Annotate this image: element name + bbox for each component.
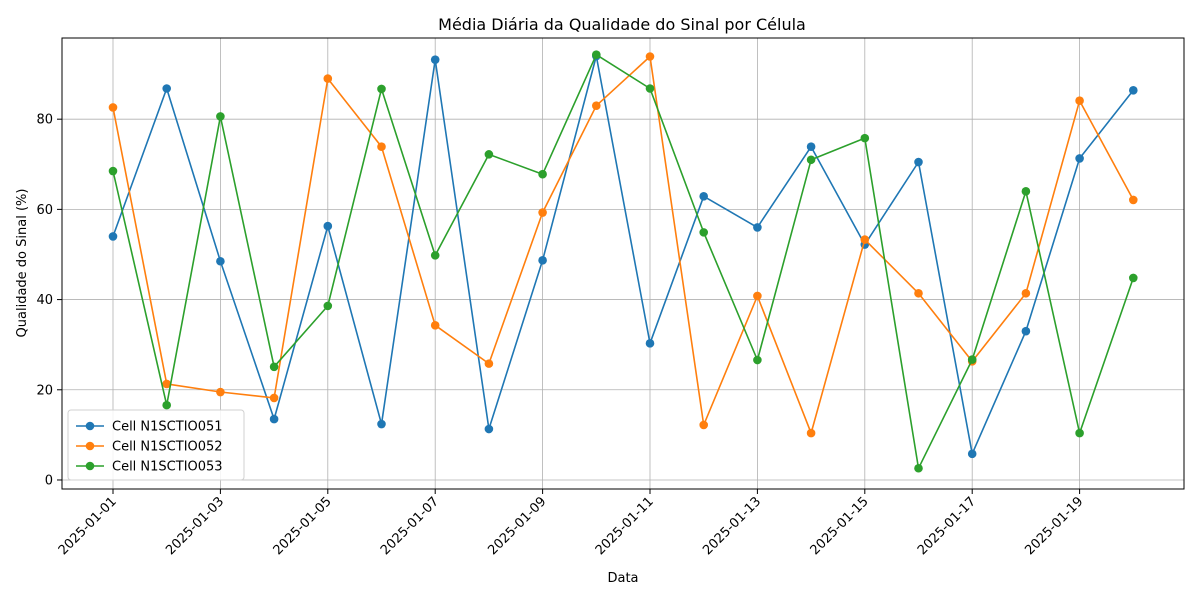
data-point [1021, 187, 1031, 196]
data-point [753, 355, 762, 365]
series-line [112, 55, 1134, 455]
legend-label: Cell N1SCTIO052 [112, 440, 223, 455]
y-axis-label: Qualidade do Sinal (%) [15, 189, 30, 338]
data-point [216, 256, 225, 266]
data-point [645, 84, 655, 93]
data-point [430, 251, 440, 260]
data-point [645, 52, 655, 61]
data-point [699, 228, 708, 237]
data-point [162, 84, 171, 93]
data-point [753, 291, 762, 301]
data-point [1075, 154, 1084, 163]
data-point [377, 84, 386, 94]
data-point [1075, 428, 1084, 438]
series-cell-n1sctio053 [108, 50, 1138, 473]
data-point [914, 463, 923, 473]
series-line [112, 53, 1135, 470]
data-point [484, 150, 494, 159]
legend: Cell N1SCTIO051 Cell N1SCTIO052 Cell N1SCT… [67, 409, 245, 481]
data-point [108, 232, 118, 241]
data-point [592, 50, 601, 59]
data-point [162, 400, 171, 410]
y-tick-label: 80 [36, 113, 53, 128]
data-point [860, 235, 870, 244]
data-point [108, 103, 118, 112]
x-axis: 2025-01-01 2025-01-03 2025-01-05 2025-01-07… [56, 489, 1086, 558]
y-tick-label: 0 [45, 473, 53, 488]
legend-marker [85, 461, 95, 471]
data-point [645, 339, 655, 348]
legend-label: Cell N1SCTIO053 [112, 460, 223, 475]
grid [62, 38, 1184, 489]
data-point [806, 155, 816, 165]
data-point [377, 419, 386, 429]
y-tick-label: 60 [36, 203, 53, 218]
data-point [430, 320, 440, 330]
data-point [753, 223, 762, 232]
x-axis-label: Data [607, 571, 638, 586]
data-point [1021, 326, 1031, 336]
x-tick-label: 2025-01-15 [808, 494, 872, 558]
data-point [592, 101, 601, 110]
data-point [860, 133, 870, 143]
data-point [216, 112, 225, 121]
data-point [108, 166, 118, 176]
series-line [112, 55, 1135, 434]
data-point [699, 420, 708, 430]
series-cell-n1sctio052 [108, 52, 1138, 438]
data-point [967, 355, 977, 364]
x-tick-label: 2025-01-19 [1022, 494, 1086, 558]
data-point [1021, 288, 1031, 298]
data-point [1129, 195, 1138, 205]
data-point [484, 359, 494, 368]
legend-item: Cell N1SCTIO052 [76, 440, 223, 455]
data-point [538, 169, 547, 179]
y-axis: 0 20 40 60 80 [36, 113, 62, 488]
data-point [806, 428, 816, 438]
legend-marker [85, 421, 95, 431]
data-point [1129, 273, 1138, 283]
x-tick-label: 2025-01-17 [915, 494, 979, 558]
data-point [216, 387, 225, 397]
data-point [484, 424, 494, 434]
data-point [323, 221, 333, 231]
data-point [914, 157, 923, 167]
x-tick-label: 2025-01-03 [163, 494, 227, 558]
x-tick-label: 2025-01-01 [56, 494, 120, 558]
series-layer [108, 50, 1138, 473]
data-point [806, 142, 816, 151]
x-tick-label: 2025-01-13 [700, 494, 764, 558]
data-point [162, 379, 171, 389]
y-tick-label: 20 [36, 383, 53, 398]
data-point [1129, 86, 1138, 95]
data-point [269, 414, 279, 424]
data-point [430, 55, 440, 64]
plot-frame [61, 37, 1185, 490]
data-point [323, 301, 333, 311]
data-point [967, 449, 977, 459]
x-tick-label: 2025-01-09 [485, 494, 549, 558]
data-point [538, 256, 547, 265]
x-tick-label: 2025-01-11 [593, 494, 657, 558]
data-point [377, 142, 386, 151]
data-point [914, 288, 923, 298]
legend-box [67, 409, 245, 481]
legend-item: Cell N1SCTIO051 [76, 420, 223, 435]
data-point [1075, 96, 1084, 105]
data-point [269, 362, 279, 372]
data-point [323, 74, 333, 83]
data-point [269, 393, 279, 403]
x-tick-label: 2025-01-07 [378, 494, 442, 558]
chart-title: Média Diária da Qualidade do Sinal por C… [438, 15, 806, 34]
data-point [699, 192, 708, 201]
legend-label: Cell N1SCTIO051 [112, 420, 223, 435]
x-tick-label: 2025-01-05 [271, 494, 335, 558]
data-point [538, 208, 547, 217]
y-tick-label: 40 [36, 293, 53, 308]
legend-marker [85, 441, 95, 451]
legend-item: Cell N1SCTIO053 [76, 460, 223, 475]
series-cell-n1sctio051 [108, 51, 1138, 459]
